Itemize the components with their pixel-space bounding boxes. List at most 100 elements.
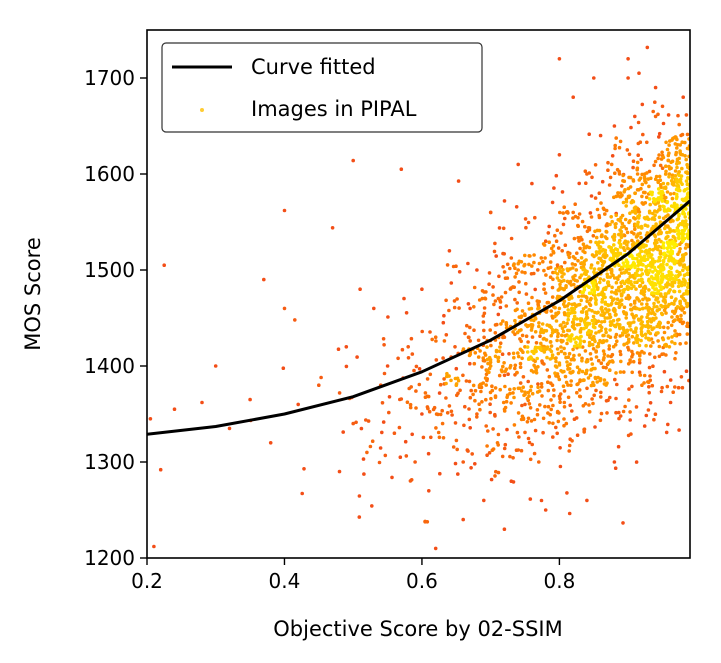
scatter-point (631, 199, 636, 204)
scatter-point (632, 320, 636, 324)
scatter-point (573, 273, 577, 278)
scatter-point (447, 249, 452, 253)
scatter-point (481, 314, 486, 318)
scatter-point (550, 328, 555, 332)
scatter-point (642, 175, 647, 180)
scatter-point (511, 263, 516, 268)
scatter-point (490, 384, 494, 389)
scatter-point (635, 253, 640, 257)
scatter-point (674, 150, 679, 155)
scatter-point (654, 273, 658, 277)
y-tick-label: 1400 (84, 354, 135, 378)
scatter-point (665, 384, 670, 389)
scatter-point (661, 252, 666, 257)
scatter-point (484, 372, 489, 377)
scatter-point (584, 360, 589, 364)
scatter-point (467, 379, 472, 384)
scatter-point (501, 319, 505, 323)
scatter-point (521, 350, 525, 355)
scatter-point (681, 220, 685, 224)
scatter-point (293, 318, 297, 322)
scatter-point (654, 174, 659, 179)
scatter-point (445, 371, 449, 376)
scatter-point (680, 308, 684, 312)
scatter-point (528, 406, 533, 410)
scatter-point (522, 393, 526, 398)
scatter-point (549, 407, 553, 412)
scatter-point (364, 418, 368, 422)
scatter-point (682, 311, 687, 315)
scatter-point (656, 112, 660, 117)
scatter-point (627, 175, 631, 180)
scatter-point (589, 368, 593, 372)
scatter-point (527, 394, 531, 398)
scatter-point (344, 345, 349, 349)
scatter-point (475, 268, 479, 272)
scatter-point (553, 371, 557, 376)
scatter-point (677, 122, 681, 127)
scatter-point (485, 453, 489, 458)
scatter-point (648, 374, 652, 378)
scatter-point (654, 222, 658, 226)
scatter-point (682, 253, 687, 257)
scatter-point (618, 352, 623, 357)
scatter-point (468, 352, 473, 357)
scatter-point (684, 341, 688, 345)
scatter-point (622, 281, 627, 286)
scatter-point (560, 190, 565, 194)
scatter-point (563, 304, 567, 309)
y-tick-label: 1200 (84, 546, 135, 570)
scatter-point (441, 356, 445, 360)
scatter-point (665, 190, 670, 194)
scatter-point (557, 361, 562, 365)
scatter-point (628, 324, 632, 328)
scatter-point (438, 382, 443, 387)
scatter-point (554, 239, 559, 243)
scatter-point (558, 392, 563, 396)
scatter-point (678, 299, 682, 304)
scatter-point (545, 355, 549, 360)
scatter-point (660, 150, 664, 155)
scatter-point (606, 303, 611, 308)
scatter-point (557, 377, 562, 382)
scatter-point (517, 290, 521, 295)
scatter-point (484, 397, 488, 402)
scatter-point (599, 320, 604, 324)
scatter-point (534, 341, 539, 345)
scatter-point (319, 375, 323, 380)
scatter-point (583, 371, 588, 376)
scatter-point (640, 201, 644, 205)
scatter-point (610, 258, 614, 263)
scatter-point (281, 366, 286, 371)
scatter-point (632, 216, 636, 220)
fitted-curve-layer (147, 199, 690, 436)
scatter-point (585, 386, 589, 391)
scatter-point (533, 330, 538, 334)
scatter-point (580, 219, 585, 224)
scatter-point (469, 466, 473, 470)
scatter-point (549, 246, 554, 251)
scatter-point (644, 343, 648, 348)
scatter-point (670, 173, 675, 177)
scatter-point (603, 307, 608, 311)
scatter-point (533, 428, 538, 433)
scatter-point (518, 365, 523, 370)
scatter-point (608, 395, 612, 400)
scatter-point (575, 323, 580, 327)
scatter-point (488, 402, 492, 407)
scatter-point (664, 169, 668, 174)
scatter-point (587, 245, 592, 250)
scatter-point (651, 224, 656, 229)
scatter-point (649, 344, 653, 348)
scatter-point (604, 330, 608, 335)
scatter-point (629, 321, 633, 325)
scatter-point (637, 358, 642, 362)
scatter-point (610, 154, 615, 158)
scatter-point (607, 347, 611, 351)
scatter-point (595, 228, 600, 233)
scatter-point (657, 131, 662, 136)
scatter-point (604, 230, 609, 234)
scatter-point (681, 234, 685, 239)
scatter-point (502, 446, 507, 451)
scatter-point (493, 354, 498, 359)
